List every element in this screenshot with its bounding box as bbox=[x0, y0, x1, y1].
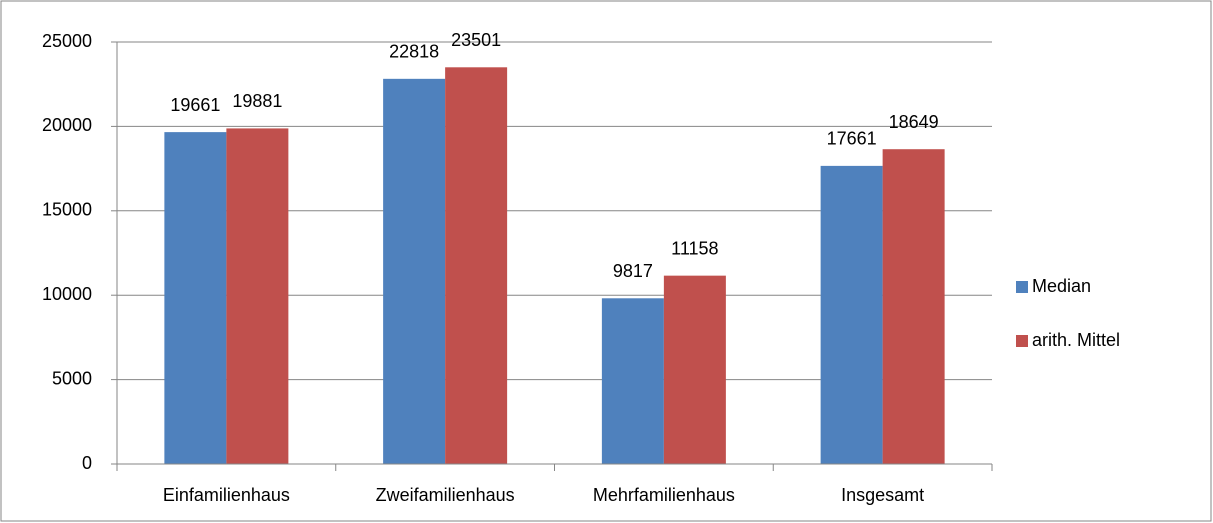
legend-swatch bbox=[1016, 335, 1028, 347]
legend-label: Median bbox=[1032, 276, 1091, 296]
y-tick-label: 20000 bbox=[42, 115, 92, 135]
y-tick-label: 10000 bbox=[42, 284, 92, 304]
bar bbox=[663, 275, 726, 464]
y-tick-label: 0 bbox=[82, 453, 92, 473]
bar bbox=[164, 132, 227, 464]
bar bbox=[226, 128, 289, 464]
data-label: 19661 bbox=[170, 95, 220, 115]
y-tick-label: 15000 bbox=[42, 200, 92, 220]
y-tick-label: 25000 bbox=[42, 31, 92, 51]
bar bbox=[383, 78, 446, 465]
bar bbox=[601, 298, 664, 464]
x-tick-label: Insgesamt bbox=[841, 485, 924, 505]
data-label: 17661 bbox=[827, 129, 877, 149]
bar bbox=[820, 165, 883, 464]
data-label: 18649 bbox=[889, 112, 939, 132]
data-label: 19881 bbox=[232, 91, 282, 111]
y-tick-label: 5000 bbox=[52, 368, 92, 388]
x-tick-label: Mehrfamilienhaus bbox=[593, 485, 735, 505]
bar bbox=[445, 67, 508, 464]
bar bbox=[882, 149, 945, 464]
legend-label: arith. Mittel bbox=[1032, 330, 1120, 350]
x-tick-label: Zweifamilienhaus bbox=[376, 485, 515, 505]
data-label: 11158 bbox=[671, 238, 718, 258]
legend-swatch bbox=[1016, 281, 1028, 293]
x-tick-label: Einfamilienhaus bbox=[163, 485, 290, 505]
data-label: 9817 bbox=[613, 261, 653, 281]
data-label: 23501 bbox=[451, 30, 501, 50]
data-label: 22818 bbox=[389, 42, 439, 62]
